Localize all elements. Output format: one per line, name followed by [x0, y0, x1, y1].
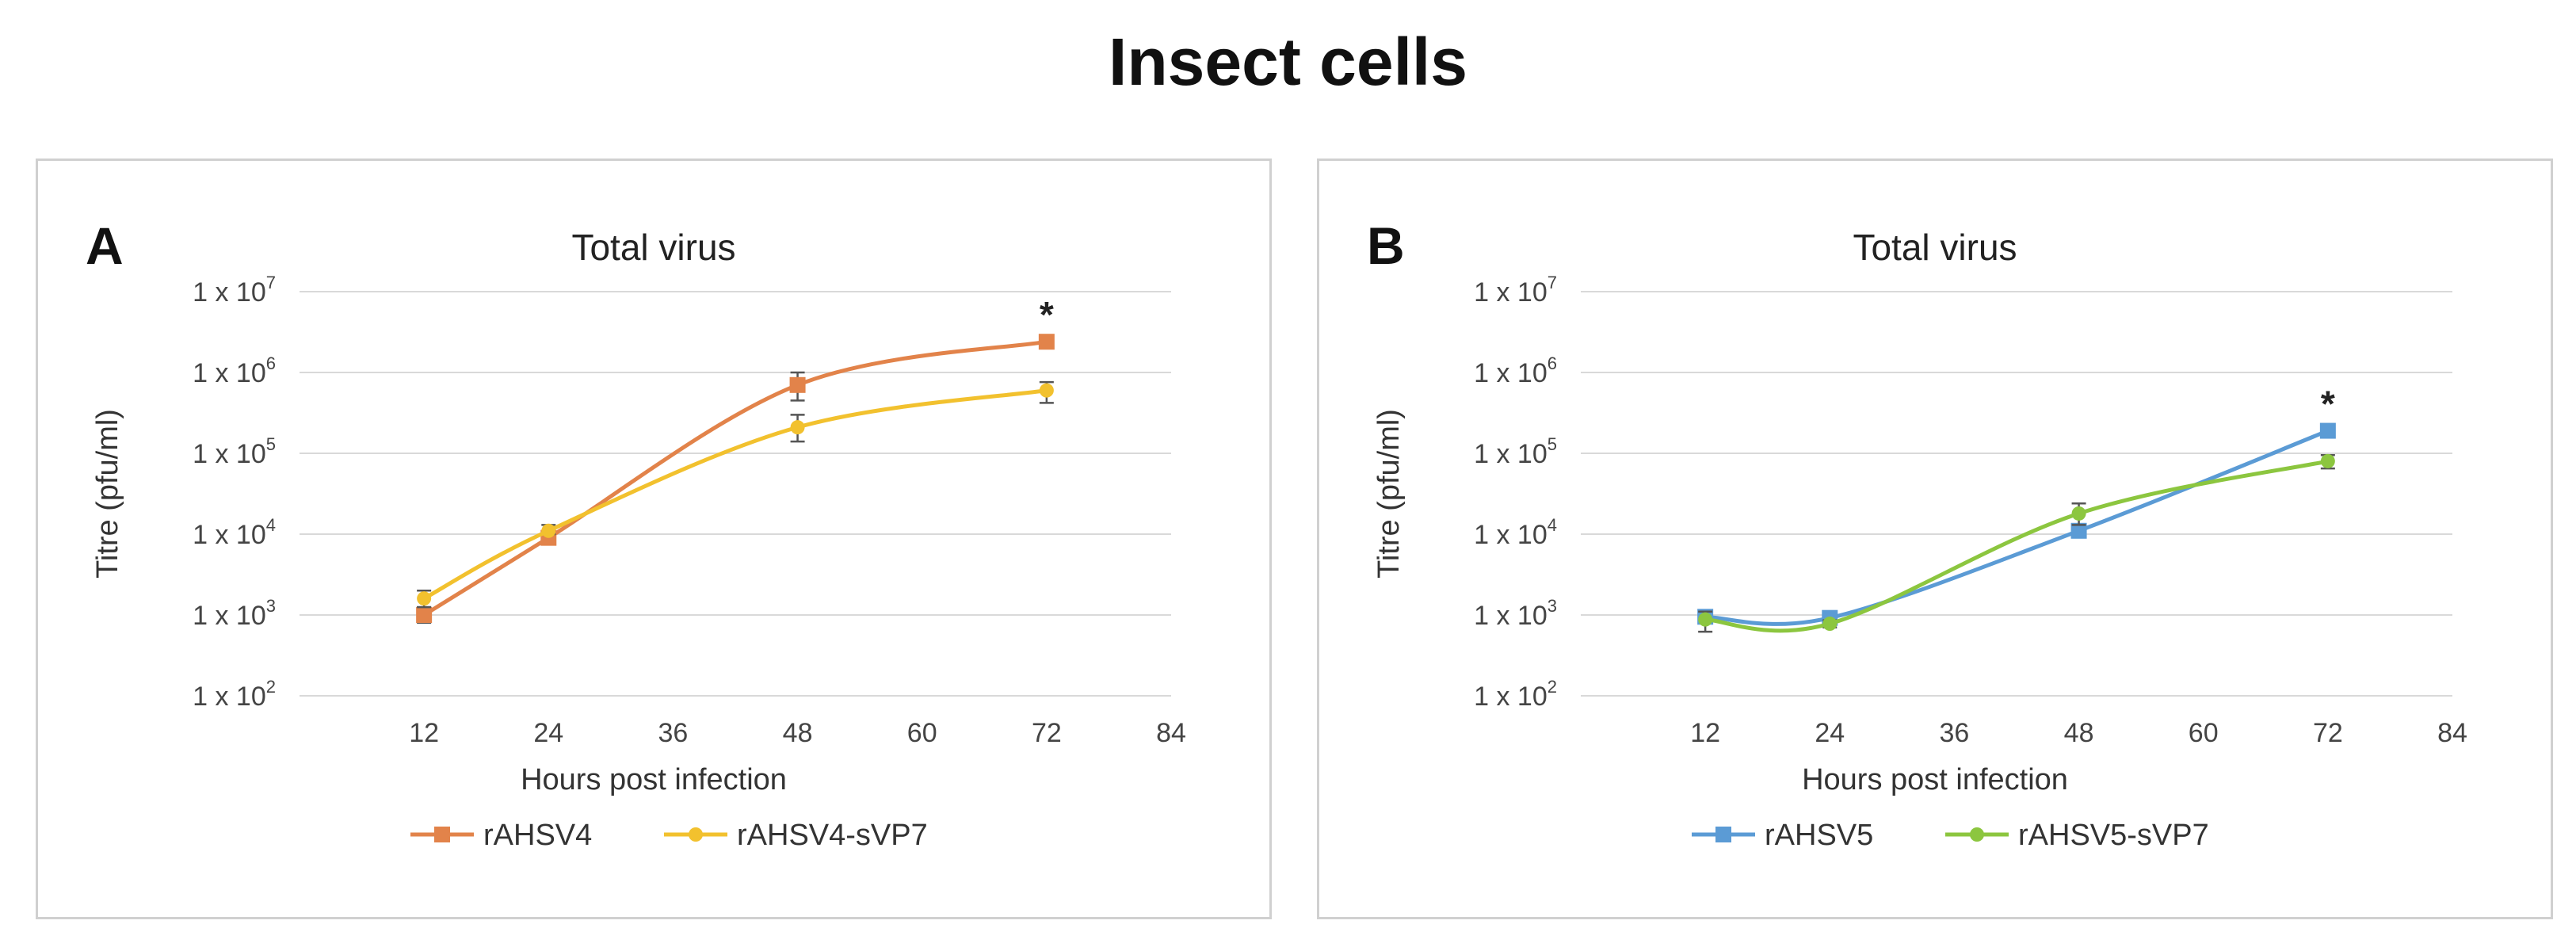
chart-a-xtick-label: 36 — [658, 718, 689, 748]
chart-a-ytick-base: 1 x 10 — [193, 682, 266, 712]
chart-a-ytick-base: 1 x 10 — [193, 358, 266, 388]
chart-a-title: Total virus — [571, 227, 735, 268]
chart-a-series-1-point — [1038, 334, 1055, 350]
chart-b-xtick-label: 72 — [2313, 718, 2343, 748]
chart-a-ytick-exponent: 2 — [266, 677, 276, 697]
chart-b-ytick-exponent: 7 — [1548, 273, 1557, 292]
chart-a-ytick-label: 1 x 104 — [193, 515, 276, 550]
chart-b-xtick-label: 36 — [1940, 718, 1970, 748]
chart-a-series-2-point — [1039, 383, 1054, 398]
chart-b-xtick-label: 84 — [2437, 718, 2467, 748]
chart-a-xtick-label: 84 — [1156, 718, 1186, 748]
chart-b-legend-label: rAHSV5-sVP7 — [2018, 819, 2209, 852]
chart-b-y-axis-title: Titre (pfu/ml) — [1372, 409, 1406, 579]
chart-b-series-2-point — [1822, 617, 1838, 632]
chart-b-ytick-label: 1 x 107 — [1474, 273, 1557, 307]
chart-b-ytick-base: 1 x 10 — [1474, 520, 1548, 550]
chart-a-legend-marker — [689, 827, 703, 842]
chart-b-legend-marker — [1970, 827, 1984, 842]
chart-b-ytick-label: 1 x 104 — [1474, 515, 1557, 550]
chart-b-x-axis-title: Hours post infection — [1802, 763, 2068, 796]
chart-panel-a: A Total virus 1 x 102 1 x 103 1 x 104 1 x 105… — [36, 158, 1272, 919]
chart-a-panel-letter: A — [86, 216, 124, 275]
chart-a-ytick-base: 1 x 10 — [193, 601, 266, 631]
chart-a-series-2-point — [417, 591, 432, 606]
chart-panel-b: B Total virus 1 x 102 1 x 103 1 x 104 1 x 105… — [1317, 158, 2553, 919]
chart-a-ytick-label: 1 x 105 — [193, 434, 276, 469]
chart-a-ytick-exponent: 5 — [266, 434, 276, 454]
chart-b-ytick-exponent: 2 — [1548, 677, 1557, 697]
chart-a-x-axis-title: Hours post infection — [521, 763, 787, 796]
chart-a-series-1-point — [789, 376, 806, 393]
chart-a-xtick-label: 72 — [1032, 718, 1062, 748]
chart-b-significance-marker: * — [2321, 384, 2335, 425]
chart-b-ytick-base: 1 x 10 — [1474, 439, 1548, 469]
chart-a-y-axis-title: Titre (pfu/ml) — [91, 409, 124, 579]
chart-a-ytick-exponent: 6 — [266, 353, 276, 373]
chart-b-series-2-point — [2071, 506, 2086, 521]
chart-a-series-2-point — [790, 420, 805, 435]
chart-b-ytick-label: 1 x 103 — [1474, 596, 1557, 631]
chart-b-series-1-point — [2319, 422, 2336, 439]
chart-b-series-1-point — [2070, 522, 2087, 539]
chart-b-ytick-base: 1 x 10 — [1474, 277, 1548, 307]
chart-a-ytick-exponent: 7 — [266, 273, 276, 292]
chart-b-series-1-line — [1703, 429, 2330, 626]
chart-a-ytick-label: 1 x 107 — [193, 273, 276, 307]
page-title: Insect cells — [1109, 25, 1467, 99]
chart-a-ytick-label: 1 x 102 — [193, 677, 276, 712]
chart-b-ytick-exponent: 5 — [1548, 434, 1557, 454]
chart-b-ytick-base: 1 x 10 — [1474, 358, 1548, 388]
chart-a-series-2-point — [541, 523, 556, 538]
chart-b-xtick-label: 48 — [2064, 718, 2094, 748]
chart-b-ytick-base: 1 x 10 — [1474, 682, 1548, 712]
chart-a-legend-label: rAHSV4-sVP7 — [737, 819, 928, 852]
chart-b-ytick-exponent: 4 — [1548, 515, 1557, 535]
chart-a-significance-marker: * — [1040, 294, 1054, 335]
chart-b-xtick-label: 24 — [1815, 718, 1845, 748]
chart-a-xtick-label: 12 — [409, 718, 439, 748]
chart-a-series-1-line — [422, 339, 1049, 617]
chart-a-ytick-exponent: 4 — [266, 515, 276, 535]
chart-a-ytick-base: 1 x 10 — [193, 520, 266, 550]
chart-a-series-1-point — [416, 607, 433, 623]
chart-a-series-2-line — [422, 388, 1049, 601]
chart-b-xtick-label: 60 — [2189, 718, 2219, 748]
chart-b-panel-letter: B — [1367, 216, 1405, 275]
chart-b-series-2-point — [2320, 453, 2335, 468]
chart-b-xtick-label: 12 — [1690, 718, 1720, 748]
chart-a-xtick-label: 60 — [907, 718, 937, 748]
chart-b-ytick-label: 1 x 106 — [1474, 353, 1557, 388]
chart-a-xtick-label: 24 — [533, 718, 563, 748]
chart-b-title: Total virus — [1853, 227, 2017, 268]
chart-b-series-2-point — [1698, 612, 1713, 627]
chart-a-ytick-base: 1 x 10 — [193, 277, 266, 307]
chart-b-legend-marker — [1715, 827, 1731, 842]
chart-b-legend-label: rAHSV5 — [1765, 819, 1873, 852]
chart-a-legend-marker — [434, 827, 450, 842]
chart-a-ytick-label: 1 x 103 — [193, 596, 276, 631]
chart-b-ytick-label: 1 x 102 — [1474, 677, 1557, 712]
chart-b-ytick-exponent: 3 — [1548, 596, 1557, 616]
chart-b-series-2-line — [1703, 459, 2330, 633]
chart-a-ytick-label: 1 x 106 — [193, 353, 276, 388]
chart-a-ytick-base: 1 x 10 — [193, 439, 266, 469]
chart-a-ytick-exponent: 3 — [266, 596, 276, 616]
chart-b-ytick-base: 1 x 10 — [1474, 601, 1548, 631]
chart-b-ytick-exponent: 6 — [1548, 353, 1557, 373]
chart-a-legend-label: rAHSV4 — [483, 819, 592, 852]
chart-a-xtick-label: 48 — [783, 718, 813, 748]
chart-b-ytick-label: 1 x 105 — [1474, 434, 1557, 469]
